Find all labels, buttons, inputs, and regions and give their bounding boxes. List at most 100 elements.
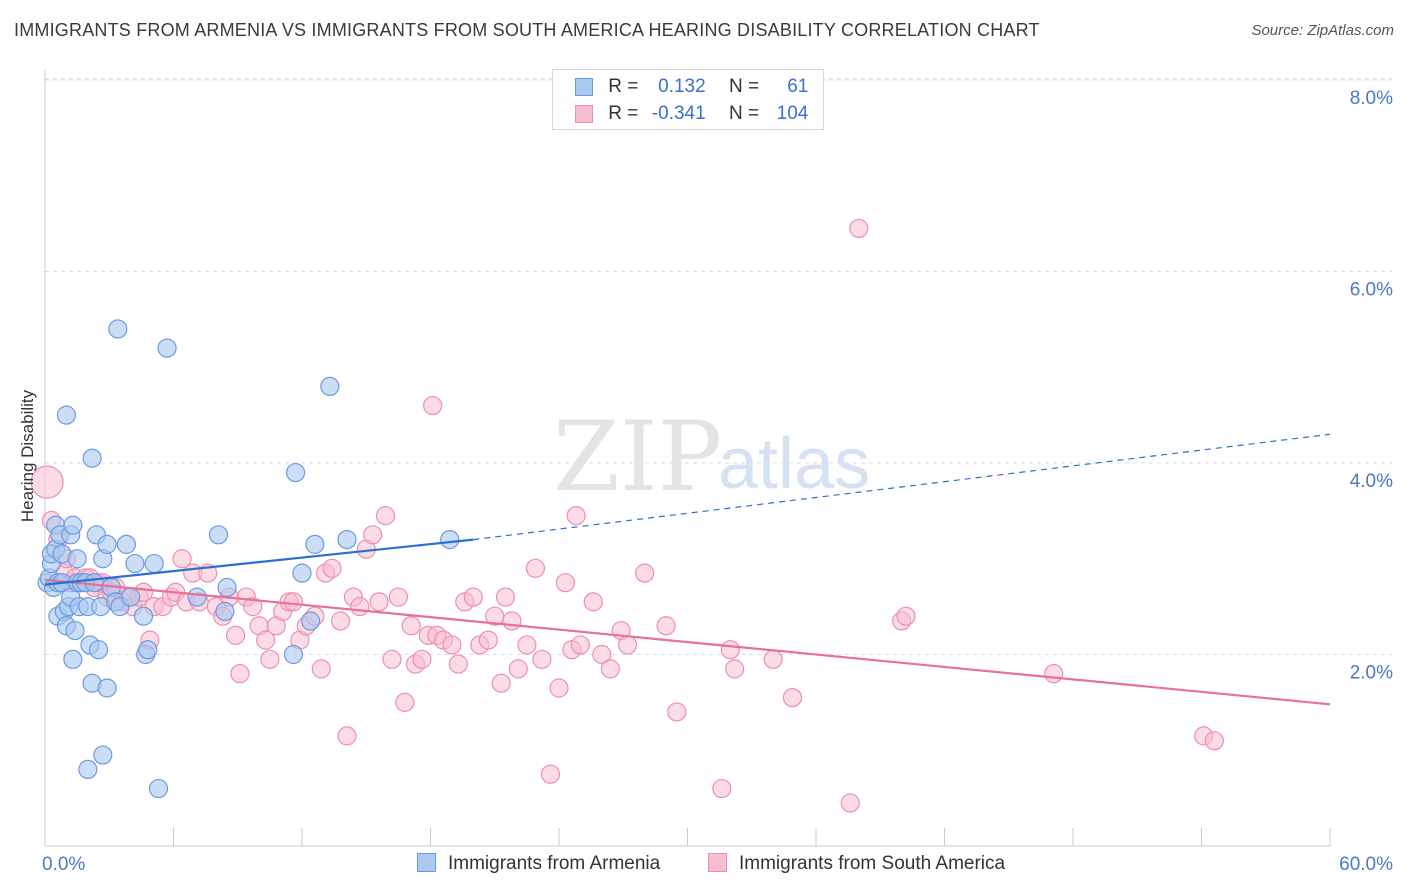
legend-swatch-armenia [575,77,593,96]
data-point-armenia [148,778,169,799]
data-point-south-america [532,649,552,669]
series-south-america [30,218,1224,813]
trend-line-armenia-projection [473,433,1331,541]
data-point-armenia [208,525,229,545]
y-axis-label: Hearing Disability [18,389,37,522]
data-point-armenia [292,563,312,583]
data-point-south-america [570,635,591,655]
chart-source: Source: ZipAtlas.com [1251,22,1394,39]
bottom-legend-label-south-america: Immigrants from South America [739,853,1006,874]
x-tick-label-min: 0.0% [42,854,85,875]
data-point-armenia [337,529,357,550]
data-point-armenia [88,640,109,660]
data-point-armenia [187,587,207,607]
data-point-south-america [423,395,443,416]
data-point-armenia [283,644,304,665]
bottom-legend-south-america: Immigrants from South America [708,853,1005,875]
data-point-south-america [849,218,869,239]
data-point-armenia [116,534,136,554]
data-point-south-america [255,630,276,650]
data-point-south-america [395,692,415,712]
data-point-armenia [65,620,85,641]
data-point-south-america [782,687,803,708]
chart-title: IMMIGRANTS FROM ARMENIA VS IMMIGRANTS FR… [14,20,1040,40]
data-point-armenia [440,529,460,550]
legend-n-value-armenia: 61 [787,76,809,97]
y-tick-label: 8.0% [1350,88,1393,109]
data-point-armenia [157,338,177,358]
data-point-armenia [63,649,83,669]
data-point-south-america [1044,664,1064,684]
data-point-south-america [442,635,462,655]
y-tick-label: 6.0% [1350,280,1393,301]
trend-lines [44,433,1331,706]
tick-labels: 2.0% 4.0% 6.0% 8.0% 0.0% 60.0% [42,88,1393,875]
data-point-armenia [67,549,87,569]
data-point-south-america [840,793,860,813]
data-point-south-america [448,654,468,674]
data-point-south-america [463,587,483,607]
data-point-south-america [243,597,263,617]
data-point-armenia [93,745,113,765]
data-point-armenia [300,611,321,631]
data-point-south-america [508,659,528,679]
data-point-south-america [617,635,638,655]
axes [44,70,1331,847]
data-point-armenia [144,553,164,574]
watermark-atlas: atlas [718,424,870,504]
bottom-legend-label-armenia: Immigrants from Armenia [448,853,661,874]
x-tick-label-max: 60.0% [1339,854,1393,875]
data-point-south-america [566,506,586,526]
data-point-armenia [305,534,325,554]
legend-n-label: N = [728,76,760,97]
data-point-south-america [712,778,732,799]
data-point-south-america [495,587,516,607]
bottom-legend-swatch-south-america [708,853,727,872]
data-point-south-america [311,659,331,679]
data-point-south-america [30,465,64,499]
data-point-south-america [540,764,561,784]
data-point-south-america [667,702,687,722]
data-point-south-america [388,587,408,607]
y-tick-label: 4.0% [1350,471,1393,492]
data-point-south-america [1204,731,1224,751]
data-point-south-america [525,558,546,578]
data-point-south-america [330,611,351,631]
data-point-south-america [583,592,603,612]
data-point-armenia [78,759,98,780]
legend-n-value-south-america: 104 [776,103,809,124]
data-point-armenia [125,553,145,574]
data-point-south-america [635,563,655,583]
data-point-south-america [896,606,916,626]
legend-r-label: R = [608,103,639,124]
data-point-armenia [138,640,158,660]
trend-line-armenia [44,538,474,586]
data-point-south-america [283,592,304,612]
data-point-armenia [82,448,102,468]
legend-row-south-america: R = -0.341 N = 104 [575,103,808,127]
data-point-south-america [592,644,612,665]
bottom-legend-armenia: Immigrants from Armenia [417,853,660,875]
legend-r-label: R = [608,76,639,97]
data-point-armenia [56,405,77,425]
bottom-legend-swatch-armenia [417,853,436,872]
legend-n-label: N = [728,103,760,124]
series-armenia [37,319,460,799]
data-point-armenia [121,587,141,607]
data-point-south-america [491,673,511,693]
data-point-south-america [369,592,389,612]
data-point-south-america [382,649,402,669]
data-point-south-america [226,625,246,645]
data-point-south-america [260,649,280,669]
y-tick-label: 2.0% [1350,663,1393,684]
data-point-south-america [322,558,342,578]
data-point-south-america [350,597,370,617]
correlation-legend: R = 0.132 N = 61 R = -0.341 N = 104 [552,69,824,130]
data-point-south-america [172,549,192,569]
data-point-south-america [478,630,498,650]
data-point-south-america [517,635,537,655]
data-point-south-america [656,616,676,636]
data-point-south-america [412,649,432,669]
trend-line-south-america [44,578,1331,706]
